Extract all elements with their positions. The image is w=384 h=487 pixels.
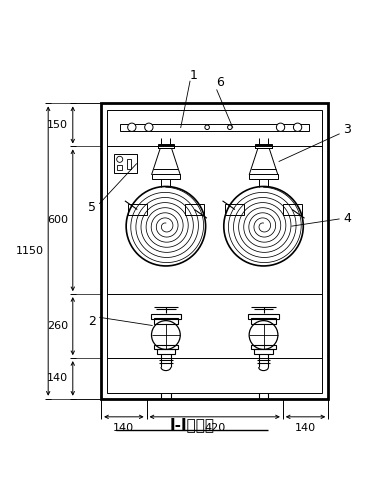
Circle shape [276, 123, 285, 131]
Text: 3: 3 [343, 124, 351, 136]
Bar [117, 165, 122, 170]
Text: 6: 6 [217, 76, 224, 89]
Bar [107, 110, 322, 393]
Bar [154, 345, 178, 349]
Bar [121, 124, 309, 131]
Text: 140: 140 [47, 374, 68, 383]
Text: 420: 420 [204, 423, 225, 433]
Bar [255, 145, 272, 149]
Text: 4: 4 [343, 212, 351, 225]
Bar [248, 314, 279, 319]
Text: 600: 600 [47, 215, 68, 225]
Bar [252, 318, 276, 324]
Circle shape [145, 123, 153, 131]
Bar [152, 174, 180, 179]
Bar [157, 349, 175, 354]
Bar [249, 174, 278, 179]
Text: I-I剖面图: I-I剖面图 [169, 417, 215, 432]
Circle shape [127, 123, 136, 131]
Bar [128, 204, 147, 215]
Text: 1: 1 [190, 69, 198, 82]
Bar [154, 318, 178, 324]
Text: 140: 140 [295, 423, 316, 433]
Text: 1150: 1150 [16, 246, 44, 256]
Text: 150: 150 [47, 120, 68, 130]
Bar [225, 204, 244, 215]
Bar [255, 349, 273, 354]
Bar [151, 314, 181, 319]
Text: 2: 2 [88, 315, 96, 328]
Bar [157, 145, 174, 149]
Bar [185, 204, 204, 215]
Bar [255, 144, 272, 149]
Bar [283, 204, 301, 215]
Circle shape [293, 123, 302, 131]
Bar [252, 345, 276, 349]
Bar [114, 154, 137, 173]
Circle shape [228, 125, 232, 130]
Bar [157, 144, 174, 149]
Circle shape [205, 125, 209, 130]
Bar [127, 159, 131, 169]
Text: 5: 5 [88, 201, 96, 214]
Text: 140: 140 [113, 423, 134, 433]
Bar [101, 103, 328, 399]
Text: 260: 260 [47, 321, 68, 331]
